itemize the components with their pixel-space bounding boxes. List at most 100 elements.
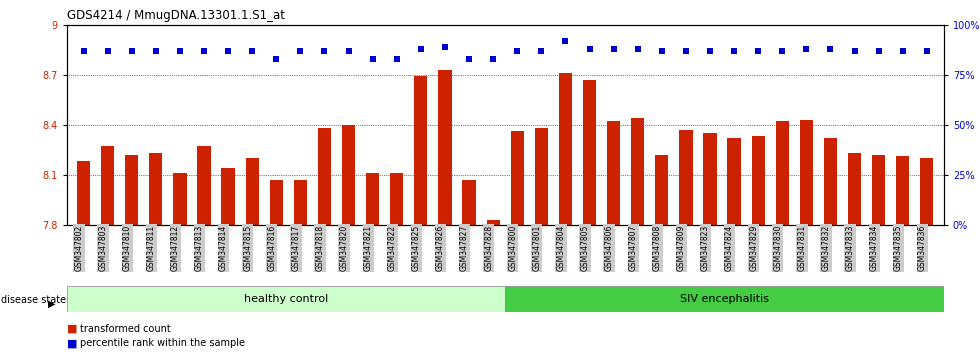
Point	[847, 48, 862, 53]
Text: GSM347807: GSM347807	[629, 225, 638, 271]
Point	[317, 48, 332, 53]
Bar	[848, 153, 861, 225]
Text: GSM347827: GSM347827	[460, 225, 469, 271]
Text: GSM347814: GSM347814	[220, 225, 228, 271]
Text: GSM347821: GSM347821	[364, 225, 372, 271]
Bar	[872, 155, 885, 225]
Point	[462, 56, 477, 62]
Bar	[511, 131, 524, 225]
Point	[244, 48, 260, 53]
Bar	[559, 73, 572, 225]
Point	[871, 48, 887, 53]
Text: GSM347811: GSM347811	[147, 225, 156, 271]
Text: GSM347809: GSM347809	[677, 225, 686, 271]
Point	[341, 48, 357, 53]
Text: GSM347831: GSM347831	[798, 225, 807, 271]
Text: GSM347801: GSM347801	[532, 225, 541, 271]
Point	[220, 48, 236, 53]
Bar	[438, 70, 452, 225]
Text: GSM347826: GSM347826	[436, 225, 445, 271]
Text: GSM347833: GSM347833	[846, 225, 855, 271]
Point	[702, 48, 717, 53]
Text: ▶: ▶	[48, 299, 56, 309]
Bar	[679, 130, 693, 225]
Bar	[173, 173, 186, 225]
Text: GSM347832: GSM347832	[821, 225, 830, 271]
Text: GSM347812: GSM347812	[171, 225, 180, 271]
Bar	[775, 121, 789, 225]
Bar	[631, 118, 644, 225]
Text: percentile rank within the sample: percentile rank within the sample	[80, 338, 245, 348]
Text: GSM347804: GSM347804	[557, 225, 565, 271]
Bar	[463, 180, 475, 225]
Point	[437, 44, 453, 50]
Text: GSM347805: GSM347805	[580, 225, 590, 271]
Point	[726, 48, 742, 53]
Point	[196, 48, 212, 53]
Point	[510, 48, 525, 53]
Text: GSM347820: GSM347820	[339, 225, 349, 271]
Text: GSM347829: GSM347829	[749, 225, 759, 271]
Bar	[506, 286, 944, 312]
Text: disease state: disease state	[1, 295, 66, 305]
Text: SIV encephalitis: SIV encephalitis	[680, 294, 769, 304]
Bar	[896, 156, 909, 225]
Point	[678, 48, 694, 53]
Bar	[704, 133, 716, 225]
Bar	[390, 173, 404, 225]
Point	[774, 48, 790, 53]
Text: GSM347816: GSM347816	[268, 225, 276, 271]
Bar	[824, 138, 837, 225]
Bar	[221, 168, 235, 225]
Bar	[318, 128, 331, 225]
Text: GSM347803: GSM347803	[99, 225, 108, 271]
Point	[413, 46, 428, 52]
Text: GSM347835: GSM347835	[894, 225, 903, 271]
Point	[75, 48, 91, 53]
Point	[123, 48, 139, 53]
Bar	[76, 161, 90, 225]
Text: GSM347802: GSM347802	[74, 225, 83, 271]
Text: GSM347830: GSM347830	[773, 225, 782, 271]
Text: GSM347800: GSM347800	[509, 225, 517, 271]
Text: ■: ■	[67, 324, 77, 333]
Bar	[149, 153, 163, 225]
Point	[822, 46, 838, 52]
Point	[751, 48, 766, 53]
Text: GSM347813: GSM347813	[195, 225, 204, 271]
Point	[172, 48, 188, 53]
Bar	[920, 158, 934, 225]
Point	[365, 56, 380, 62]
Bar	[535, 128, 548, 225]
Bar	[246, 158, 259, 225]
Text: GSM347834: GSM347834	[869, 225, 879, 271]
Bar	[270, 180, 283, 225]
Point	[100, 48, 116, 53]
Point	[269, 56, 284, 62]
Point	[582, 46, 598, 52]
Bar	[486, 220, 500, 225]
Bar	[727, 138, 741, 225]
Bar	[101, 147, 115, 225]
Text: GSM347825: GSM347825	[412, 225, 420, 271]
Bar	[415, 76, 427, 225]
Point	[485, 56, 501, 62]
Bar	[656, 155, 668, 225]
Text: GSM347824: GSM347824	[725, 225, 734, 271]
Text: GSM347815: GSM347815	[243, 225, 252, 271]
Point	[293, 48, 309, 53]
Text: GSM347808: GSM347808	[653, 225, 662, 271]
Text: GSM347836: GSM347836	[918, 225, 927, 271]
Text: GSM347828: GSM347828	[484, 225, 493, 271]
Text: GSM347806: GSM347806	[605, 225, 613, 271]
Bar	[583, 80, 596, 225]
Text: GDS4214 / MmugDNA.13301.1.S1_at: GDS4214 / MmugDNA.13301.1.S1_at	[67, 9, 284, 22]
Text: GSM347823: GSM347823	[701, 225, 710, 271]
Point	[919, 48, 935, 53]
Point	[558, 38, 573, 44]
Point	[148, 48, 164, 53]
Text: GSM347810: GSM347810	[122, 225, 131, 271]
Text: GSM347817: GSM347817	[291, 225, 301, 271]
Text: GSM347822: GSM347822	[388, 225, 397, 271]
Bar	[342, 125, 355, 225]
